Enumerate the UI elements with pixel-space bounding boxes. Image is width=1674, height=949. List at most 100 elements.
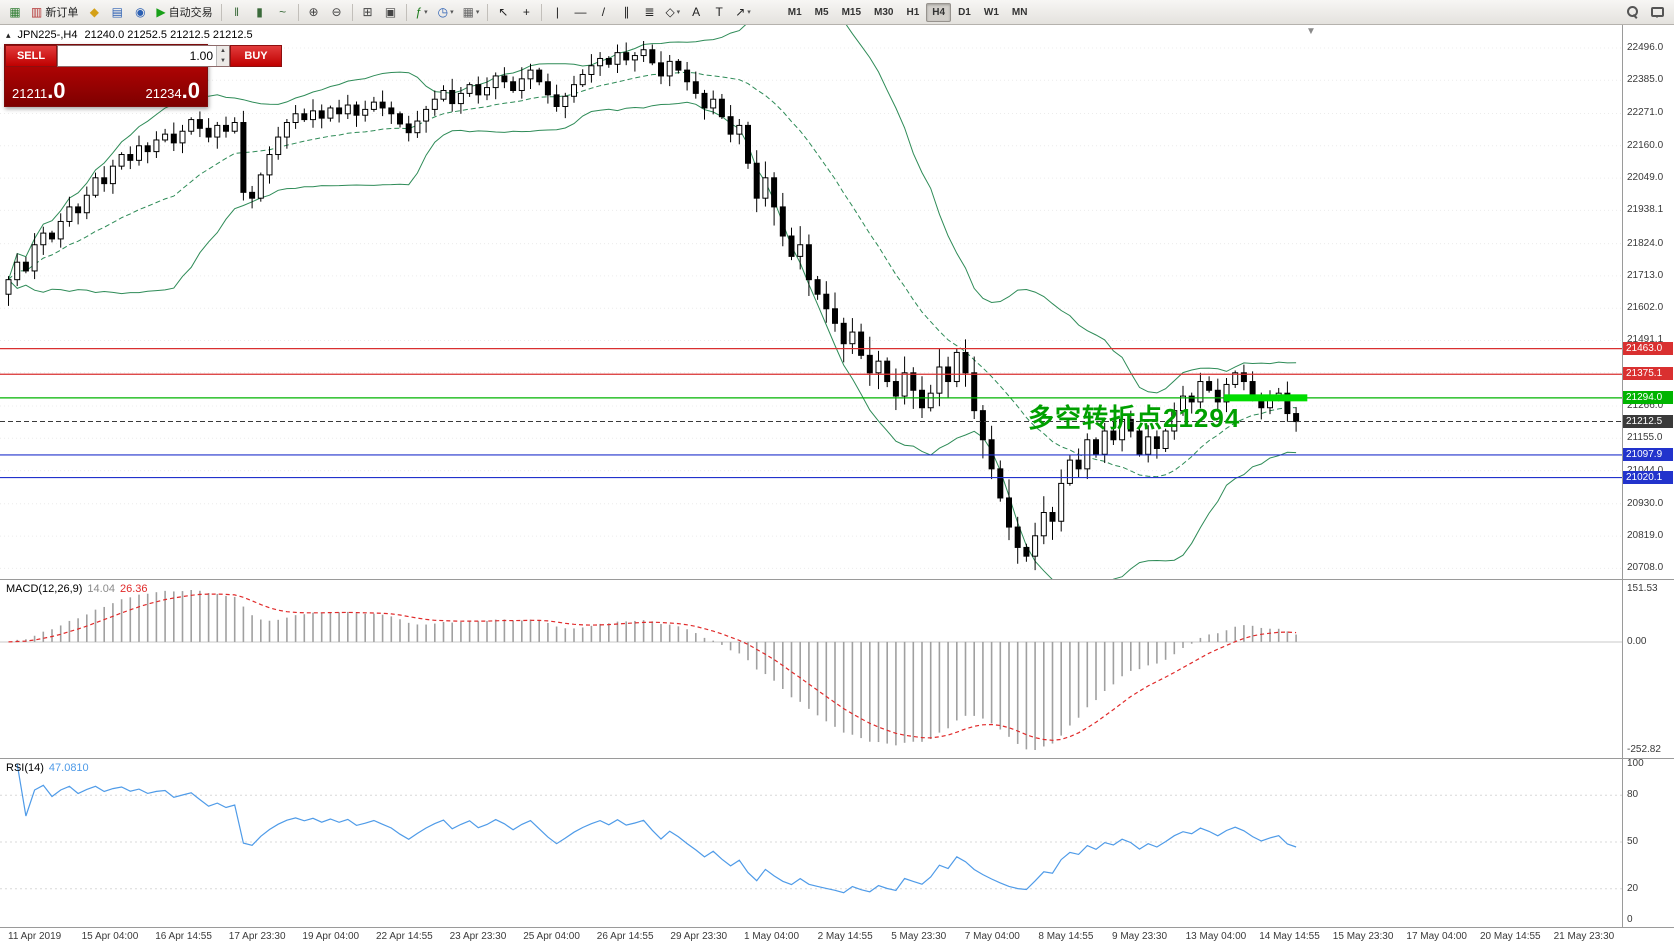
volume-decrease-icon[interactable]: ▼ xyxy=(217,56,229,66)
zoom-in-button[interactable]: ⊕ xyxy=(303,2,325,23)
time-axis-label: 9 May 23:30 xyxy=(1112,931,1168,942)
buy-button[interactable]: BUY xyxy=(230,45,282,67)
new-chart-button[interactable]: ▦ xyxy=(4,2,26,23)
crosshair-button[interactable]: + xyxy=(515,2,537,23)
time-axis-label: 15 Apr 04:00 xyxy=(81,931,139,942)
new-order-icon: ▥ xyxy=(31,5,43,19)
horizontal-line-icon: — xyxy=(574,5,587,19)
trade-widget-prices: 21211.0 21234.0 xyxy=(5,67,207,106)
toolbar-separator xyxy=(297,3,299,21)
buy-price[interactable]: 21234.0 xyxy=(145,78,200,104)
price-axis[interactable] xyxy=(1622,25,1674,927)
volume-spinner: ▲ ▼ xyxy=(216,46,229,66)
ohlc-values: 21240.0 21252.5 21212.5 21212.5 xyxy=(84,29,253,41)
chat-button[interactable] xyxy=(1646,2,1668,23)
text-button[interactable]: A xyxy=(685,2,707,23)
sell-price[interactable]: 21211.0 xyxy=(12,78,66,104)
search-icon xyxy=(1627,6,1639,18)
timeframe-button-M15[interactable]: M15 xyxy=(841,6,862,18)
shapes-button[interactable]: ◇ ▾ xyxy=(661,2,684,23)
cascade-windows-button[interactable]: ▣ xyxy=(380,2,402,23)
new-order-button[interactable]: ▥ 新订单 xyxy=(27,2,82,23)
time-axis-label: 26 Apr 14:55 xyxy=(596,931,654,942)
vertical-line-button[interactable]: | xyxy=(546,2,568,23)
chevron-down-icon[interactable]: ▾ xyxy=(424,9,428,16)
indicators-button[interactable]: ƒ ▾ xyxy=(411,2,433,23)
time-axis-label: 29 Apr 23:30 xyxy=(670,931,728,942)
horizontal-line-button[interactable]: — xyxy=(569,2,591,23)
sell-button[interactable]: SELL xyxy=(5,45,57,67)
indicators-icon: ƒ xyxy=(415,5,423,19)
macd-name: MACD(12,26,9) xyxy=(6,583,83,595)
chat-icon xyxy=(1650,7,1664,18)
timeframe-button-M5[interactable]: M5 xyxy=(814,6,829,18)
volume-field: ▲ ▼ xyxy=(57,45,230,67)
chart-shift-marker-icon[interactable]: ▼ xyxy=(1306,26,1316,37)
pivot-highlight-line[interactable] xyxy=(1224,394,1308,402)
chevron-down-icon[interactable]: ▾ xyxy=(450,9,454,16)
timeframe-button-H1[interactable]: H1 xyxy=(906,6,920,18)
chart-annotation-text[interactable]: 多空转折点21294 xyxy=(1028,403,1241,433)
candlestick-chart-button[interactable]: ▮ xyxy=(249,2,271,23)
time-axis-label: 7 May 04:00 xyxy=(964,931,1020,942)
time-axis-label: 13 May 04:00 xyxy=(1185,931,1247,942)
navigator-icon: ◉ xyxy=(135,5,146,19)
timeframe-group: M1 M5 M15 M30 H1 H4 D1 W1 MN xyxy=(782,2,1034,22)
cursor-button[interactable]: ↖ xyxy=(492,2,514,23)
time-axis-label: 17 Apr 23:30 xyxy=(228,931,286,942)
time-axis-label: 11 Apr 2019 xyxy=(8,931,62,942)
timeframe-button-W1[interactable]: W1 xyxy=(983,6,999,18)
timeframe-button-M1[interactable]: M1 xyxy=(787,6,802,18)
one-click-collapse-icon[interactable]: ▴ xyxy=(6,29,11,40)
market-watch-icon: ▤ xyxy=(111,5,124,19)
rsi-indicator-label: RSI(14) 47.0810 xyxy=(6,762,89,774)
timeframe-button-D1[interactable]: D1 xyxy=(958,6,971,18)
autotrading-button[interactable]: ▶ 自动交易 xyxy=(152,2,216,23)
time-axis-label: 21 May 23:30 xyxy=(1553,931,1615,942)
panel-splitter[interactable] xyxy=(0,758,1674,759)
channel-button[interactable]: ∥ xyxy=(615,2,637,23)
toolbar: ▦ ▥ 新订单 ◆ ▤ ◉ ▶ 自动交易 ‖ ▮ ~ ⊕ ⊖ ⊞ ▣ ƒ ▾ ◷ ▾ ▦ ▾ ↖ + | — / ∥ ≣ ◇ ▾ A T ↗ ▾ M… xyxy=(0,0,1674,25)
chevron-down-icon[interactable]: ▾ xyxy=(475,9,480,16)
bar-chart-button[interactable]: ‖ xyxy=(226,2,248,23)
time-axis-label: 19 Apr 04:00 xyxy=(302,931,360,942)
panel-splitter[interactable] xyxy=(0,927,1674,928)
search-button[interactable] xyxy=(1622,2,1644,23)
timeframe-button-M30[interactable]: M30 xyxy=(874,6,894,18)
tile-windows-button[interactable]: ⊞ xyxy=(357,2,379,23)
zoom-out-button[interactable]: ⊖ xyxy=(326,2,348,23)
text-icon: A xyxy=(692,5,701,19)
time-axis-label: 8 May 14:55 xyxy=(1038,931,1094,942)
fibonacci-button[interactable]: ≣ xyxy=(638,2,660,23)
label-button[interactable]: T xyxy=(708,2,730,23)
market-watch-button[interactable]: ▤ xyxy=(106,2,128,23)
line-chart-button[interactable]: ~ xyxy=(272,2,294,23)
arrows-button[interactable]: ↗ ▾ xyxy=(731,2,755,23)
trendline-icon: / xyxy=(601,5,606,19)
panel-splitter[interactable] xyxy=(0,579,1674,580)
time-axis-label: 25 Apr 04:00 xyxy=(523,931,580,942)
zoom-out-icon: ⊖ xyxy=(331,5,342,19)
arrows-icon: ↗ xyxy=(735,5,746,19)
chevron-down-icon[interactable]: ▾ xyxy=(747,9,751,16)
time-axis[interactable]: 11 Apr 2019 15 Apr 04:00 16 Apr 14:55 17 Ap… xyxy=(0,929,1674,949)
time-axis-label: 2 May 14:55 xyxy=(817,931,873,942)
main-chart-plot xyxy=(0,25,1622,580)
vertical-line-icon: | xyxy=(555,5,559,19)
templates-button[interactable]: ▦ ▾ xyxy=(459,2,484,23)
timeframe-button-H4[interactable]: H4 xyxy=(926,2,952,22)
metaeditor-button[interactable]: ◆ xyxy=(83,2,105,23)
macd-plot xyxy=(0,590,1622,750)
bollinger-bands xyxy=(8,25,1297,580)
volume-increase-icon[interactable]: ▲ xyxy=(217,46,229,56)
volume-input[interactable] xyxy=(58,46,216,66)
periods-button[interactable]: ◷ ▾ xyxy=(434,2,458,23)
chevron-down-icon[interactable]: ▾ xyxy=(676,9,681,16)
navigator-button[interactable]: ◉ xyxy=(129,2,151,23)
time-axis-label: 1 May 04:00 xyxy=(744,931,800,942)
trendline-button[interactable]: / xyxy=(592,2,614,23)
timeframe-button-MN[interactable]: MN xyxy=(1011,6,1028,18)
autotrading-icon: ▶ xyxy=(156,5,166,19)
